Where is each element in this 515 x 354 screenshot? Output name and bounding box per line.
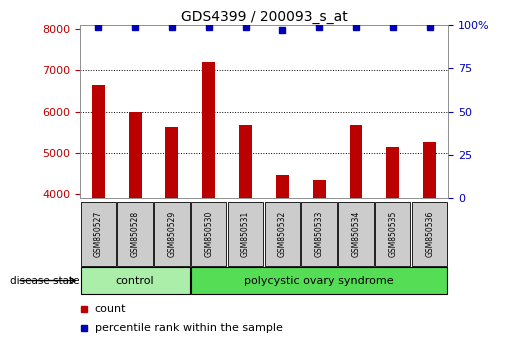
Text: count: count bbox=[95, 304, 126, 314]
Bar bbox=[154, 202, 190, 266]
Text: GSM850528: GSM850528 bbox=[131, 211, 140, 257]
Bar bbox=[239, 125, 252, 354]
Text: GSM850532: GSM850532 bbox=[278, 211, 287, 257]
Bar bbox=[191, 202, 227, 266]
Bar bbox=[117, 202, 153, 266]
Bar bbox=[338, 202, 374, 266]
Text: GSM850535: GSM850535 bbox=[388, 210, 397, 257]
Text: GSM850536: GSM850536 bbox=[425, 210, 434, 257]
Bar bbox=[80, 202, 116, 266]
Text: GSM850533: GSM850533 bbox=[315, 210, 323, 257]
Bar bbox=[129, 112, 142, 354]
Bar bbox=[313, 180, 325, 354]
Bar bbox=[423, 142, 436, 354]
Text: polycystic ovary syndrome: polycystic ovary syndrome bbox=[244, 275, 394, 286]
Text: GSM850527: GSM850527 bbox=[94, 211, 102, 257]
Bar bbox=[92, 85, 105, 354]
Bar bbox=[301, 202, 337, 266]
Bar bbox=[375, 202, 410, 266]
Bar bbox=[265, 202, 300, 266]
Bar bbox=[350, 125, 363, 354]
Bar bbox=[228, 202, 263, 266]
Bar bbox=[412, 202, 448, 266]
Text: control: control bbox=[116, 275, 154, 286]
Title: GDS4399 / 200093_s_at: GDS4399 / 200093_s_at bbox=[181, 10, 347, 24]
Bar bbox=[386, 147, 399, 354]
Text: percentile rank within the sample: percentile rank within the sample bbox=[95, 323, 282, 333]
Bar bbox=[202, 62, 215, 354]
Text: GSM850530: GSM850530 bbox=[204, 210, 213, 257]
Text: GSM850531: GSM850531 bbox=[241, 211, 250, 257]
Bar bbox=[191, 267, 448, 294]
Text: GSM850529: GSM850529 bbox=[167, 211, 176, 257]
Bar bbox=[276, 175, 289, 354]
Bar bbox=[165, 127, 178, 354]
Text: GSM850534: GSM850534 bbox=[352, 210, 360, 257]
Text: disease state: disease state bbox=[10, 275, 80, 286]
Bar bbox=[80, 267, 190, 294]
